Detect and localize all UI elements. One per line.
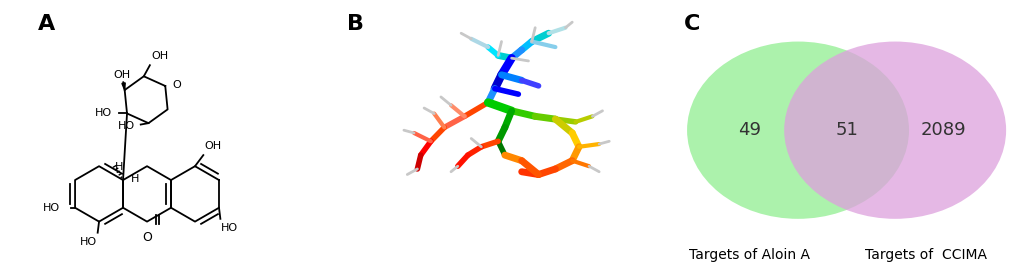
Text: HO: HO <box>79 237 97 247</box>
Text: OH: OH <box>205 141 221 151</box>
Text: A: A <box>38 14 55 34</box>
Text: HO: HO <box>117 121 135 131</box>
Circle shape <box>784 42 1005 219</box>
Text: B: B <box>346 14 364 34</box>
Text: O: O <box>142 231 152 244</box>
Text: 49: 49 <box>738 121 760 139</box>
Circle shape <box>687 42 908 219</box>
Text: O: O <box>172 79 180 89</box>
Text: 51: 51 <box>835 121 857 139</box>
Text: 2089: 2089 <box>920 121 966 139</box>
Text: H: H <box>131 174 140 184</box>
Text: HO: HO <box>221 223 238 233</box>
Text: OH: OH <box>113 70 130 80</box>
Text: C: C <box>683 14 699 34</box>
Text: HO: HO <box>95 109 112 119</box>
Text: Targets of Aloin A: Targets of Aloin A <box>688 248 809 262</box>
Text: HO: HO <box>43 203 60 213</box>
Text: Targets of  CCIMA: Targets of CCIMA <box>864 248 986 262</box>
Text: H: H <box>114 162 123 172</box>
Polygon shape <box>122 83 125 90</box>
Text: OH: OH <box>152 51 168 61</box>
